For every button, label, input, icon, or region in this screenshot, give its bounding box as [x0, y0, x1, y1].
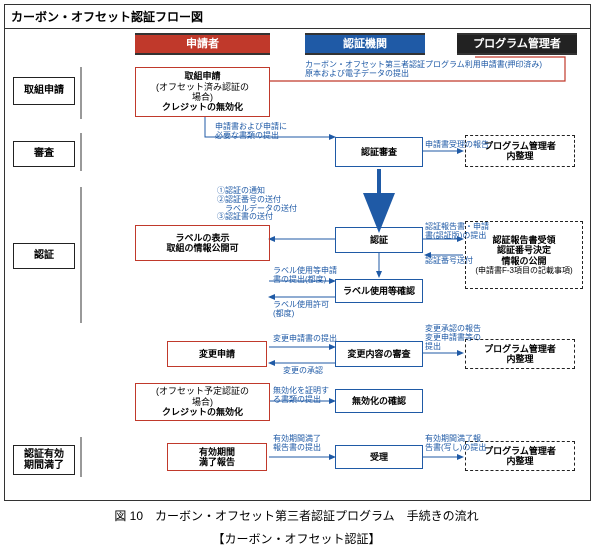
- t: 取組申請: [184, 71, 220, 81]
- t1: 認証報告書受領: [492, 235, 555, 245]
- node-voidchk: 無効化の確認: [335, 389, 423, 413]
- e13: 有効期間満了 報告書の提出: [273, 435, 321, 453]
- row-expire: 認証有効 期間満了: [13, 445, 75, 475]
- caption-1: 図 10 カーボン・オフセット第三者認証プログラム 手続きの流れ: [0, 507, 593, 524]
- node-review: 認証審査: [335, 137, 423, 167]
- row-apply: 取組申請: [13, 77, 75, 105]
- t: クレジットの無効化: [162, 407, 243, 417]
- e12: 無効化を証明す る書類の提出: [273, 387, 329, 405]
- s: (オフセット予定認証の 場合): [156, 386, 249, 407]
- col-certifier: 認証機関: [305, 33, 425, 55]
- node-cert: 認証: [335, 227, 423, 253]
- e5: 認証報告書・申請 書(認証版)の提出: [425, 223, 489, 241]
- s1: (オフセット済み認証の 場合): [156, 82, 249, 103]
- e4: ①認証の通知 ②認証番号の送付 ラベルデータの送付 ③認証書の送付: [217, 187, 297, 222]
- node-exp: 有効期間 満了報告: [167, 443, 267, 471]
- caption-2: 【カーボン・オフセット認証】: [0, 530, 593, 547]
- t2: 認証番号決定: [497, 245, 551, 255]
- col-admin: プログラム管理者: [457, 33, 577, 55]
- s2: クレジットの無効化: [162, 102, 243, 112]
- t4: (申請書F-3項目の記載事項): [475, 266, 572, 275]
- e7: ラベル使用等申請 書の提出(都度): [273, 267, 337, 285]
- e9: 変更申請書の提出: [273, 335, 337, 344]
- row-cert: 認証: [13, 243, 75, 269]
- node-changerev: 変更内容の審査: [335, 341, 423, 367]
- e1: カーボン・オフセット第三者認証プログラム利用申請書(押印済み) 原本および電子デ…: [305, 61, 575, 79]
- e6: 認証番号送付: [425, 257, 473, 266]
- t3: 情報の公開: [501, 256, 546, 266]
- e3: 申請書受理の報告: [425, 141, 489, 150]
- node-change: 変更申請: [167, 341, 267, 367]
- node-admin2: プログラム管理者 内整理: [465, 339, 575, 369]
- row-review: 審査: [13, 141, 75, 167]
- node-recv: 受理: [335, 445, 423, 469]
- e11: 変更承認の報告 変更申請書等の 提出: [425, 325, 481, 351]
- e10: 変更の承認: [283, 367, 323, 376]
- e14: 有効期間満了報 告書(写し)の提出: [425, 435, 486, 453]
- node-labeluse: ラベル使用等確認: [335, 279, 423, 303]
- flow-canvas: 申請者 認証機関 プログラム管理者 取組申請 審査 認証 認証有効 期間満了 取…: [5, 29, 590, 501]
- node-label: ラベルの表示 取組の情報公開可: [135, 225, 270, 261]
- e2: 申請書および申請に 必要な書類の提出: [215, 123, 287, 141]
- node-apply: 取組申請 (オフセット済み認証の 場合) クレジットの無効化: [135, 67, 270, 117]
- diagram-title: カーボン・オフセット認証フロー図: [5, 5, 590, 29]
- col-applicant: 申請者: [135, 33, 270, 55]
- t: ラベルの表示: [175, 233, 229, 243]
- e8: ラベル使用許可 (都度): [273, 301, 329, 319]
- node-void: (オフセット予定認証の 場合) クレジットの無効化: [135, 383, 270, 421]
- s: 取組の情報公開可: [166, 243, 238, 253]
